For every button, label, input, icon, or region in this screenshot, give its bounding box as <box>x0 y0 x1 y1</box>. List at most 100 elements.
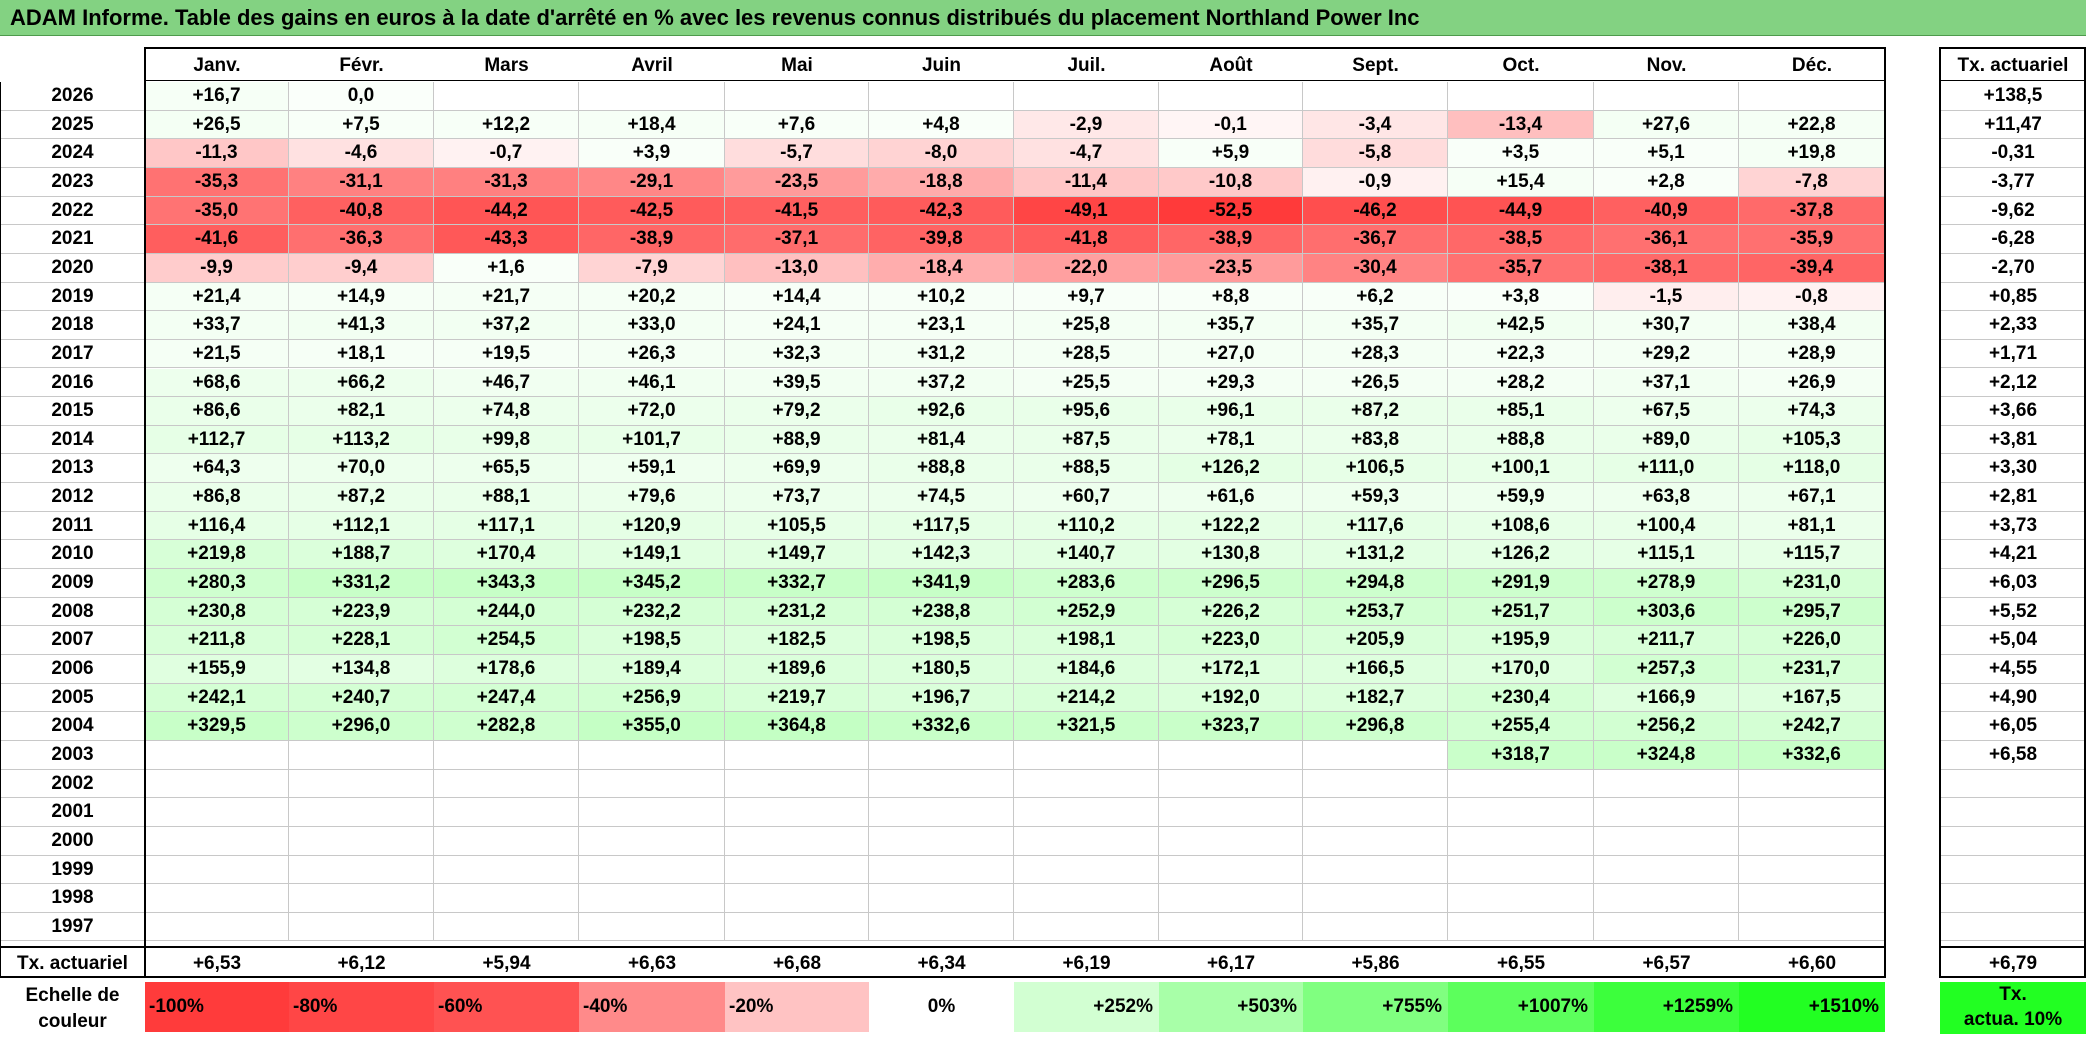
color-scale-swatch: -80% <box>289 982 434 1032</box>
gain-cell: -11,4 <box>1014 167 1159 197</box>
color-scale-swatch: +755% <box>1303 982 1448 1032</box>
gain-cell: -4,6 <box>289 139 434 168</box>
gain-cell <box>1159 855 1303 885</box>
gain-cell <box>725 82 869 111</box>
year-label: 2022 <box>0 197 145 226</box>
gain-cell: -8,0 <box>869 139 1014 168</box>
gain-cell: +24,1 <box>725 311 869 340</box>
gain-cell: -23,5 <box>725 167 869 197</box>
gain-cell: +14,4 <box>725 282 869 312</box>
gain-cell: +332,7 <box>725 569 869 598</box>
gain-cell: +226,0 <box>1739 626 1885 655</box>
annual-rate-cell: -6,28 <box>1940 225 2086 254</box>
gain-cell <box>579 82 725 111</box>
year-label: 2010 <box>0 540 145 570</box>
gain-cell <box>1303 740 1448 770</box>
gain-cell: +231,2 <box>725 597 869 627</box>
gain-cell: +1,6 <box>434 253 579 283</box>
gain-cell <box>725 769 869 799</box>
gain-cell: +343,3 <box>434 569 579 598</box>
gain-cell: -42,5 <box>579 196 725 226</box>
gain-cell: -23,5 <box>1159 253 1303 283</box>
gain-cell: -41,8 <box>1014 225 1159 254</box>
gain-cell: +117,6 <box>1303 511 1448 541</box>
annual-rate-cell: +3,30 <box>1940 454 2086 484</box>
gain-cell: +21,4 <box>145 282 289 312</box>
gain-cell: +72,0 <box>579 397 725 426</box>
gain-cell: +31,2 <box>869 339 1014 369</box>
gain-cell <box>434 740 579 770</box>
gain-cell: +294,8 <box>1303 569 1448 598</box>
gain-cell: +16,7 <box>145 82 289 111</box>
gain-cell: +113,2 <box>289 425 434 455</box>
gain-cell: +240,7 <box>289 683 434 713</box>
gain-cell <box>289 884 434 913</box>
gain-cell: +117,5 <box>869 511 1014 541</box>
color-scale-swatch: +1510% <box>1739 982 1885 1032</box>
grid-line <box>144 47 146 978</box>
color-scale-swatch: +1007% <box>1448 982 1594 1032</box>
annual-rate-cell: +2,33 <box>1940 311 2086 340</box>
gain-cell: +230,4 <box>1448 683 1594 713</box>
gain-cell: +59,3 <box>1303 483 1448 512</box>
gain-cell: +3,9 <box>579 139 725 168</box>
gain-cell: +324,8 <box>1594 740 1739 770</box>
gain-cell: +4,8 <box>869 110 1014 140</box>
gain-cell <box>1448 855 1594 885</box>
gain-cell <box>289 798 434 827</box>
gain-cell: +108,6 <box>1448 511 1594 541</box>
annual-rate-cell <box>1940 856 2086 885</box>
annual-rate-cell: +6,05 <box>1940 712 2086 741</box>
gain-cell <box>1594 826 1739 856</box>
gain-cell: +223,9 <box>289 597 434 627</box>
month-header: Sept. <box>1303 47 1448 81</box>
gain-cell: +242,1 <box>145 683 289 713</box>
annual-rate-cell: +3,73 <box>1940 512 2086 541</box>
gain-cell: +87,2 <box>289 483 434 512</box>
gain-cell: +296,8 <box>1303 712 1448 741</box>
gain-cell: -44,9 <box>1448 196 1594 226</box>
gain-cell: +257,3 <box>1594 655 1739 684</box>
gain-cell: +81,1 <box>1739 511 1885 541</box>
gain-cell: +12,2 <box>434 110 579 140</box>
gain-cell: -13,4 <box>1448 110 1594 140</box>
gain-cell: +364,8 <box>725 712 869 741</box>
footer-rate-cell: +6,55 <box>1448 945 1594 978</box>
gain-cell: +198,5 <box>869 626 1014 655</box>
gain-cell: +170,0 <box>1448 655 1594 684</box>
gain-cell <box>145 912 289 942</box>
gain-cell: +7,5 <box>289 110 434 140</box>
gain-cell: -1,5 <box>1594 282 1739 312</box>
gain-cell <box>434 826 579 856</box>
annual-rate-cell: -0,31 <box>1940 139 2086 168</box>
annual-rate-cell: +2,12 <box>1940 369 2086 398</box>
color-scale-swatch: +252% <box>1014 982 1159 1032</box>
footer-rate-cell: +5,86 <box>1303 945 1448 978</box>
footer-rate-cell: +6,63 <box>579 945 725 978</box>
gain-cell: +95,6 <box>1014 397 1159 426</box>
gain-cell <box>869 912 1014 942</box>
gain-cell <box>869 855 1014 885</box>
color-scale-swatch: -60% <box>434 982 579 1032</box>
gain-cell: +23,1 <box>869 311 1014 340</box>
gain-cell: +10,2 <box>869 282 1014 312</box>
gain-cell: +182,7 <box>1303 683 1448 713</box>
gain-cell: +37,2 <box>869 368 1014 398</box>
gain-cell: +198,1 <box>1014 626 1159 655</box>
year-label: 2012 <box>0 483 145 512</box>
scale-label: Echelle de couleur <box>0 982 145 1036</box>
gain-cell: +120,9 <box>579 511 725 541</box>
gain-cell: -3,4 <box>1303 110 1448 140</box>
gain-cell: +22,8 <box>1739 110 1885 140</box>
gain-cell: +219,8 <box>145 540 289 570</box>
gain-cell <box>1448 884 1594 913</box>
gain-cell <box>1014 798 1159 827</box>
gain-cell <box>1739 82 1885 111</box>
gain-cell: +88,1 <box>434 483 579 512</box>
gain-cell: -0,8 <box>1739 282 1885 312</box>
gain-cell <box>579 884 725 913</box>
gain-cell: -10,8 <box>1159 167 1303 197</box>
gain-cell: +283,6 <box>1014 569 1159 598</box>
year-label: 2013 <box>0 454 145 484</box>
gain-cell: +228,1 <box>289 626 434 655</box>
